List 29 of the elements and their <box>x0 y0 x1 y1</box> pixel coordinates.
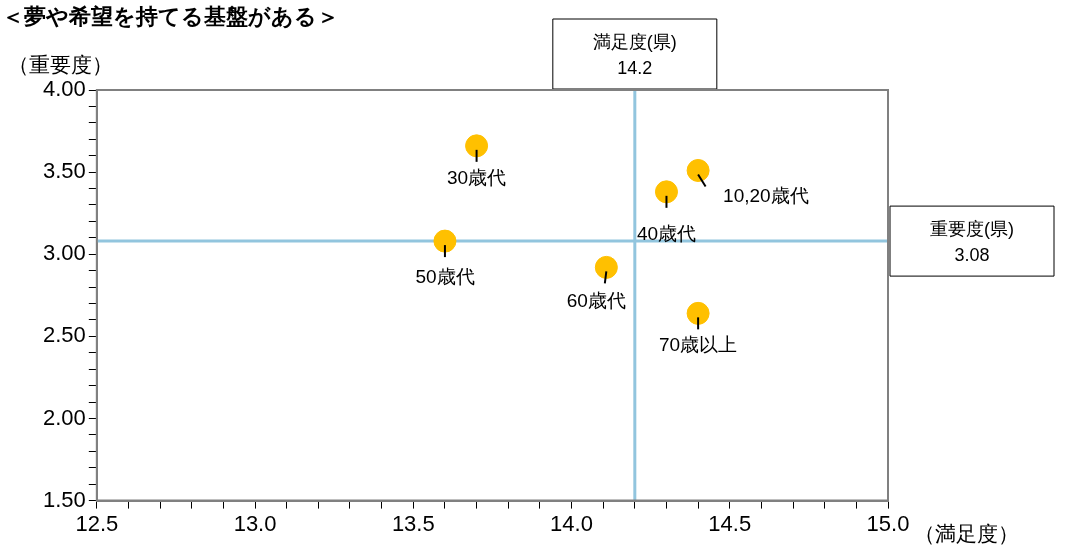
point <box>465 134 489 158</box>
x-axis-title: （満足度） <box>914 521 1019 545</box>
annotation: 70歳以上 <box>659 334 738 356</box>
y-tick-label: 1.50 <box>42 486 86 512</box>
x-tick-label: 14.5 <box>708 510 752 536</box>
point <box>686 301 710 325</box>
point <box>654 180 678 204</box>
chart-title: ＜夢や希望を持てる基盤がある＞ <box>2 4 339 29</box>
y-tick-label: 2.50 <box>42 322 86 348</box>
annotation: 10,20歳代 <box>723 185 809 207</box>
y-tick-label: 2.00 <box>42 404 86 430</box>
ref-line-label: 満足度(県) 14.2 <box>592 32 677 78</box>
y-tick-label: 3.50 <box>42 158 86 184</box>
y-tick-label: 3.00 <box>42 240 86 266</box>
x-tick-label: 13.0 <box>233 510 277 536</box>
y-axis-title: （重要度） <box>8 53 113 76</box>
y-tick-label: 4.00 <box>42 76 86 102</box>
annotation: 60歳代 <box>566 290 626 312</box>
point <box>433 229 457 253</box>
x-tick-label: 15.0 <box>866 510 910 536</box>
annotation: 40歳代 <box>636 222 697 244</box>
annotation: 50歳代 <box>415 266 475 288</box>
x-tick-label: 12.5 <box>75 510 119 536</box>
x-tick-label: 13.5 <box>391 510 435 536</box>
x-tick-label: 14.0 <box>550 510 593 536</box>
annotation: 30歳代 <box>447 166 507 188</box>
point <box>594 255 618 279</box>
point <box>686 158 710 182</box>
ref-line-label: 重要度(県) 3.08 <box>930 219 1014 266</box>
